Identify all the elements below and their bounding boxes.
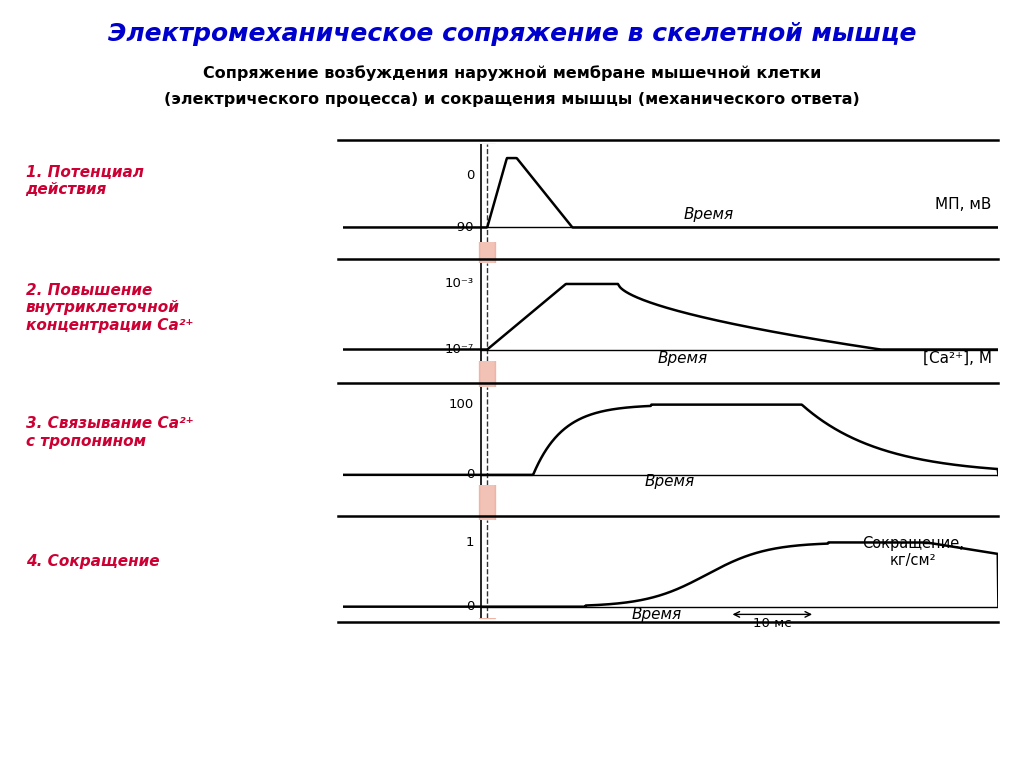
Text: 1. Потенциал
действия: 1. Потенциал действия — [26, 165, 143, 197]
Text: Электромеханическое сопряжение в скелетной мышце: Электромеханическое сопряжение в скелетн… — [108, 22, 916, 45]
Text: 1: 1 — [466, 536, 474, 549]
Text: Время: Время — [632, 607, 682, 622]
Text: -90: -90 — [453, 221, 474, 234]
Text: 4. Сокращение: 4. Сокращение — [26, 554, 159, 569]
Text: [Ca²⁺], М: [Ca²⁺], М — [923, 350, 992, 366]
Text: 2. Повышение
внутриклеточной
концентрации Ca²⁺: 2. Повышение внутриклеточной концентраци… — [26, 283, 193, 333]
Text: 0: 0 — [466, 600, 474, 613]
Text: Время: Время — [684, 207, 734, 222]
Text: 10 мс: 10 мс — [753, 617, 792, 630]
Text: Время: Время — [657, 350, 708, 366]
Text: 0: 0 — [466, 169, 474, 182]
Text: 100: 100 — [449, 398, 474, 411]
Text: Сопряжение возбуждения наружной мембране мышечной клетки: Сопряжение возбуждения наружной мембране… — [203, 65, 821, 81]
Text: Время: Время — [644, 475, 694, 489]
Text: 3. Связывание Ca²⁺
с тропонином: 3. Связывание Ca²⁺ с тропонином — [26, 416, 194, 449]
Text: Сокращение,
кг/см²: Сокращение, кг/см² — [862, 536, 965, 568]
Text: (электрического процесса) и сокращения мышцы (механического ответа): (электрического процесса) и сокращения м… — [164, 92, 860, 108]
Text: МП, мВ: МП, мВ — [936, 197, 992, 212]
Text: 10⁻³: 10⁻³ — [445, 277, 474, 290]
Text: 0: 0 — [466, 468, 474, 482]
Text: 10⁻⁷: 10⁻⁷ — [444, 343, 474, 356]
